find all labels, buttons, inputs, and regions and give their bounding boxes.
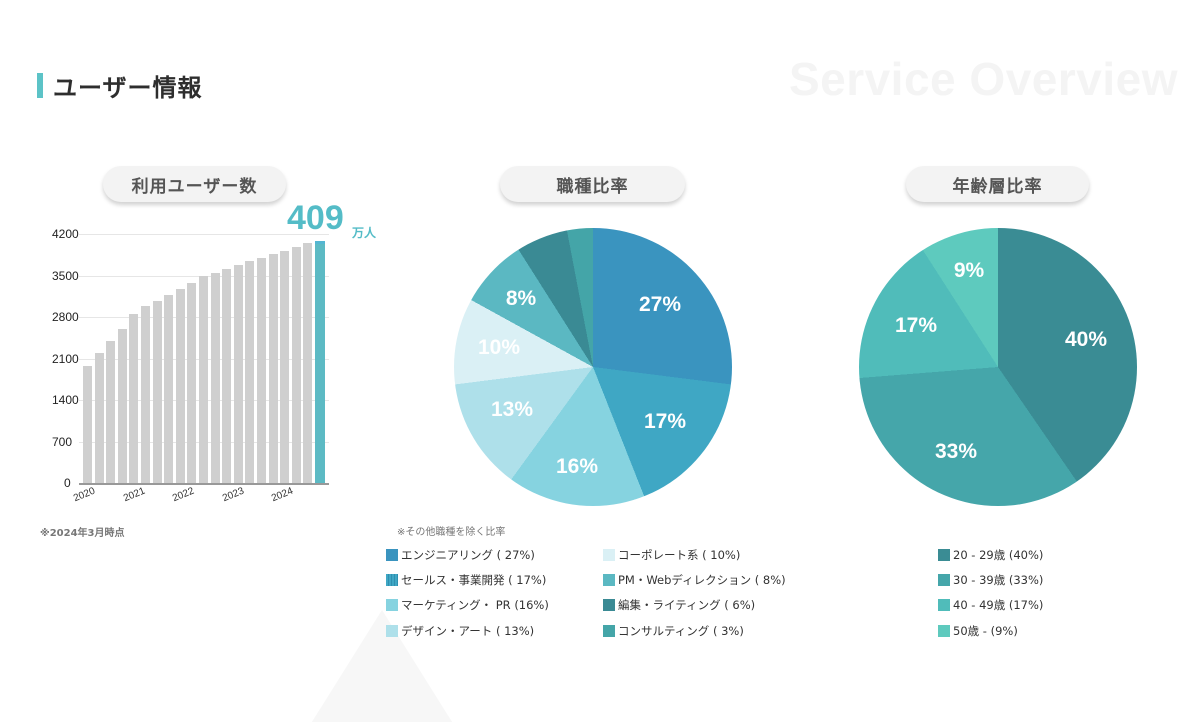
legend-item: エンジニアリング ( 27%) bbox=[386, 547, 535, 563]
bar bbox=[257, 257, 266, 483]
y-tick: 2100 bbox=[52, 352, 79, 366]
pie-slice-label: 9% bbox=[953, 259, 985, 282]
x-tick: 2022 bbox=[171, 485, 196, 505]
legend-swatch bbox=[938, 574, 950, 586]
bar bbox=[245, 260, 255, 483]
bar bbox=[164, 295, 174, 483]
gridline bbox=[79, 234, 329, 235]
pie-slice-label: 27% bbox=[638, 293, 682, 316]
y-tick: 1400 bbox=[52, 393, 79, 407]
bar-series bbox=[82, 0, 332, 483]
highlight-unit: 万人 bbox=[352, 226, 377, 240]
legend-swatch bbox=[386, 625, 398, 637]
legend-label: デザイン・アート ( 13%) bbox=[401, 624, 535, 638]
y-tick: 4200 bbox=[52, 227, 79, 241]
decorative-triangle bbox=[310, 610, 454, 722]
x-tick: 2023 bbox=[221, 485, 246, 505]
legend-label: 50歳 - (9%) bbox=[953, 624, 1018, 638]
bar bbox=[268, 253, 278, 483]
x-tick: 2021 bbox=[122, 485, 147, 505]
bar bbox=[233, 264, 243, 483]
y-tick: 700 bbox=[52, 435, 73, 449]
pie-slice-label: 17% bbox=[643, 410, 687, 433]
legend-swatch bbox=[603, 549, 615, 561]
legend-label: 編集・ライティング ( 6%) bbox=[618, 598, 756, 612]
users-note: ※2024年3月時点 bbox=[40, 528, 125, 539]
pie-slice-label: 8% bbox=[505, 287, 537, 310]
legend-swatch bbox=[938, 625, 950, 637]
bar bbox=[280, 250, 290, 483]
occupation-pie-chart bbox=[454, 228, 732, 506]
age-pie-chart bbox=[859, 228, 1137, 506]
age-section-label: 年齢層比率 bbox=[906, 166, 1089, 202]
bar bbox=[303, 242, 313, 483]
legend-label: 20 - 29歳 (40%) bbox=[953, 548, 1044, 562]
pie-slice-label: 16% bbox=[555, 455, 599, 478]
legend-label: コーポレート系 ( 10%) bbox=[618, 548, 741, 562]
bar bbox=[141, 305, 150, 483]
bar bbox=[187, 283, 197, 483]
title-accent-bar bbox=[37, 72, 43, 98]
legend-swatch bbox=[938, 599, 950, 611]
legend-item: コーポレート系 ( 10%) bbox=[603, 547, 740, 563]
legend-item: 20 - 29歳 (40%) bbox=[938, 547, 1043, 563]
legend-item: PM・Webディレクション ( 8%) bbox=[603, 572, 786, 588]
x-axis-line bbox=[79, 483, 329, 485]
legend-item: 50歳 - (9%) bbox=[938, 623, 1018, 639]
legend-label: 40 - 49歳 (17%) bbox=[953, 598, 1044, 612]
legend-label: マーケティング・ PR (16%) bbox=[401, 598, 549, 612]
legend-swatch bbox=[938, 549, 950, 561]
y-tick: 3500 bbox=[52, 269, 79, 283]
legend-item: コンサルティング ( 3%) bbox=[603, 623, 744, 639]
legend-label: コンサルティング ( 3%) bbox=[618, 624, 744, 638]
bar bbox=[291, 246, 301, 483]
legend-item: デザイン・アート ( 13%) bbox=[386, 623, 534, 639]
legend-swatch bbox=[386, 574, 398, 586]
pie-slice-label: 33% bbox=[934, 440, 978, 463]
legend-item: マーケティング・ PR (16%) bbox=[386, 597, 549, 613]
y-tick: 0 bbox=[64, 476, 71, 490]
legend-label: 30 - 39歳 (33%) bbox=[953, 573, 1044, 587]
legend-item: セールス・事業開発 ( 17%) bbox=[386, 572, 546, 588]
y-tick: 2800 bbox=[52, 310, 79, 324]
bar bbox=[152, 301, 162, 483]
legend-swatch bbox=[603, 599, 615, 611]
legend-label: セールス・事業開発 ( 17%) bbox=[401, 573, 547, 587]
pie-slice-label: 40% bbox=[1064, 328, 1108, 351]
legend-label: PM・Webディレクション ( 8%) bbox=[618, 573, 786, 587]
pie-slice-label: 10% bbox=[477, 336, 521, 359]
x-tick: 2024 bbox=[270, 485, 295, 505]
legend-swatch bbox=[603, 625, 615, 637]
legend-item: 30 - 39歳 (33%) bbox=[938, 572, 1043, 588]
bar bbox=[117, 328, 127, 483]
bar bbox=[210, 273, 220, 483]
legend-label: エンジニアリング ( 27%) bbox=[401, 548, 535, 562]
pie-slice-label: 17% bbox=[894, 314, 938, 337]
legend-item: 編集・ライティング ( 6%) bbox=[603, 597, 755, 613]
bar bbox=[175, 289, 185, 483]
bar bbox=[106, 341, 116, 483]
occupation-section-label: 職種比率 bbox=[500, 166, 685, 202]
legend-swatch bbox=[603, 574, 615, 586]
bar bbox=[83, 366, 92, 483]
bar bbox=[199, 276, 208, 483]
pie-slice-label: 13% bbox=[490, 398, 534, 421]
bar-highlight bbox=[315, 240, 325, 483]
legend-item: 40 - 49歳 (17%) bbox=[938, 597, 1043, 613]
watermark-text: Service Overview bbox=[788, 53, 1178, 105]
legend-swatch bbox=[386, 599, 398, 611]
bar bbox=[222, 268, 232, 483]
highlight-value: 409 bbox=[287, 199, 344, 237]
legend-swatch bbox=[386, 549, 398, 561]
page-header: ユーザー情報 bbox=[37, 70, 203, 102]
bar bbox=[129, 314, 139, 483]
bar bbox=[94, 353, 104, 483]
users-section-label: 利用ユーザー数 bbox=[103, 166, 286, 202]
occupation-note: ※その他職種を除く比率 bbox=[397, 527, 506, 538]
page-title: ユーザー情報 bbox=[53, 73, 203, 102]
